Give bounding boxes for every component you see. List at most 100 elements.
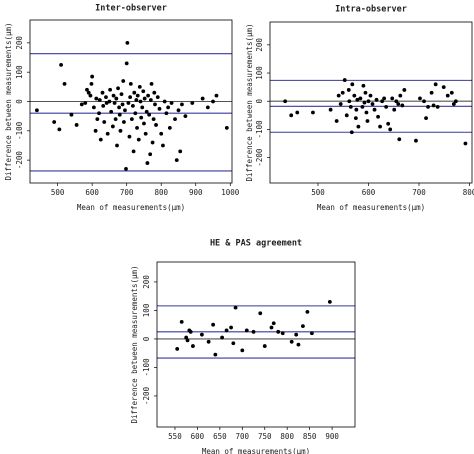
- y-tick-label: 0: [255, 98, 264, 103]
- data-point: [120, 102, 125, 107]
- data-point: [271, 321, 276, 326]
- data-point: [289, 339, 294, 344]
- x-tick-label: 900: [325, 432, 339, 441]
- data-point: [328, 107, 333, 112]
- data-point: [143, 131, 148, 136]
- data-point: [361, 83, 366, 88]
- data-point: [141, 89, 146, 94]
- y-tick-label: 200: [255, 38, 264, 52]
- data-point: [86, 90, 91, 95]
- data-point: [91, 105, 96, 110]
- data-point: [178, 149, 183, 154]
- data-point: [206, 339, 211, 344]
- data-point: [233, 305, 238, 310]
- data-point: [396, 102, 401, 106]
- data-point: [79, 102, 84, 107]
- data-point: [188, 329, 193, 334]
- data-point: [175, 347, 180, 351]
- data-point: [390, 96, 395, 101]
- data-point: [386, 121, 391, 126]
- data-point: [352, 93, 357, 98]
- plot: Inter-observer Mean of measurements(μm) Di…: [4, 4, 240, 213]
- x-axis-label: Mean of measurements(μm): [317, 203, 425, 212]
- x-tick-label: 850: [303, 432, 317, 441]
- data-point: [372, 107, 377, 112]
- data-point: [213, 352, 218, 357]
- data-point: [111, 93, 116, 98]
- data-point: [211, 99, 215, 104]
- data-point: [309, 331, 314, 336]
- data-point: [128, 82, 133, 86]
- data-point: [431, 103, 436, 108]
- data-point: [224, 125, 229, 130]
- data-point: [157, 106, 162, 111]
- data-point: [117, 112, 122, 117]
- x-axis-label: Mean of measurements(μm): [202, 447, 310, 454]
- data-point: [162, 99, 167, 104]
- x-tick-label: 550: [168, 432, 182, 441]
- data-point: [418, 96, 422, 101]
- x-tick-label: 1000: [221, 188, 240, 197]
- data-point: [105, 131, 110, 136]
- data-point: [115, 143, 119, 148]
- data-point: [338, 102, 343, 106]
- data-point: [147, 112, 152, 117]
- data-point: [128, 95, 133, 100]
- data-point: [161, 143, 165, 148]
- data-point: [356, 124, 361, 129]
- data-point: [124, 167, 128, 171]
- data-point: [90, 74, 95, 79]
- x-tick-label: 800: [463, 188, 474, 197]
- data-point: [231, 341, 236, 346]
- data-point: [294, 332, 299, 337]
- data-point: [347, 99, 352, 104]
- data-point: [380, 99, 385, 104]
- data-point: [148, 152, 153, 157]
- data-point: [180, 102, 184, 107]
- data-point: [384, 104, 389, 109]
- data-point: [126, 101, 131, 105]
- plot-title: HE & PAS agreement: [210, 239, 302, 249]
- data-point: [362, 100, 367, 105]
- data-point: [382, 96, 387, 101]
- y-tick-label: 0: [142, 336, 151, 341]
- plot-title: Intra-observer: [335, 5, 407, 15]
- data-point: [123, 108, 127, 113]
- data-point: [392, 107, 397, 112]
- x-tick-label: 900: [189, 188, 203, 197]
- data-point: [164, 111, 169, 116]
- x-tick-label: 600: [191, 432, 205, 441]
- data-point: [295, 110, 300, 115]
- data-point: [305, 309, 310, 314]
- data-point: [145, 161, 150, 165]
- data-point: [85, 87, 89, 92]
- data-point: [134, 98, 139, 102]
- data-point: [100, 90, 105, 95]
- data-point: [370, 102, 375, 106]
- data-point: [94, 96, 99, 101]
- data-point: [229, 325, 233, 330]
- x-tick-label: 700: [412, 188, 426, 197]
- data-point: [133, 111, 138, 116]
- x-tick-label: 500: [51, 188, 65, 197]
- plot-title: Inter-observer: [95, 4, 167, 14]
- data-point: [135, 93, 140, 98]
- data-point: [113, 117, 118, 121]
- data-point: [244, 328, 249, 333]
- data-point: [190, 101, 195, 105]
- data-point: [220, 335, 225, 340]
- y-tick-label: 200: [142, 275, 151, 289]
- data-point: [155, 95, 160, 100]
- data-point: [429, 90, 434, 95]
- data-point: [435, 104, 440, 109]
- data-point: [153, 102, 157, 107]
- data-point: [142, 121, 146, 126]
- y-tick-label: -100: [15, 121, 24, 140]
- data-point: [166, 105, 171, 110]
- x-tick-label: 650: [213, 432, 227, 441]
- data-point: [355, 97, 360, 102]
- x-tick-label: 700: [120, 188, 134, 197]
- data-point: [185, 338, 190, 343]
- data-point: [441, 85, 446, 90]
- data-point: [240, 348, 245, 353]
